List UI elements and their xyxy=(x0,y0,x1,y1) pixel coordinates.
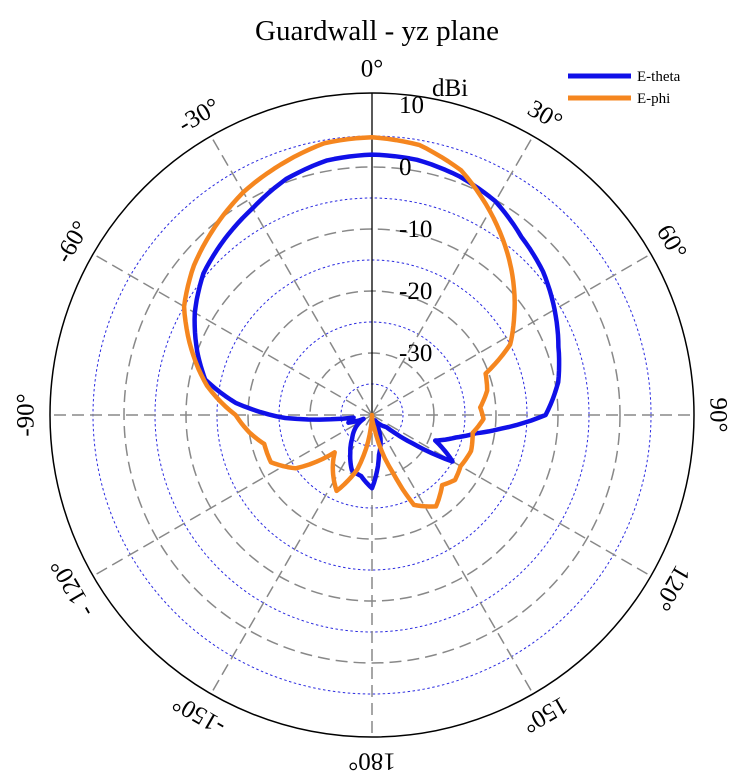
radial-unit-label: dBi xyxy=(432,75,468,102)
series-layer xyxy=(181,134,562,509)
r-tick-label: 10 xyxy=(399,92,424,119)
series-e-theta xyxy=(192,152,562,491)
r-tick-label: 0 xyxy=(399,154,412,181)
radial-tick-labels: 10 0 -10 -20 -30 xyxy=(399,92,432,367)
spoke-120 xyxy=(371,414,652,577)
series-e-phi xyxy=(181,134,517,509)
r-tick-label: -30 xyxy=(399,340,432,367)
angle-tick-label: -60° xyxy=(50,217,95,268)
angle-tick-label: 90° xyxy=(704,398,731,433)
angle-tick-label: -90° xyxy=(13,393,40,436)
spoke-300 xyxy=(92,253,373,416)
r-tick-label: -20 xyxy=(399,278,432,305)
spoke-150 xyxy=(371,414,534,695)
legend-label-e-phi: E-phi xyxy=(637,91,670,107)
chart-title: Guardwall - yz plane xyxy=(255,15,499,47)
angle-tick-label: -150° xyxy=(168,689,230,740)
angle-tick-label: 60° xyxy=(651,220,692,264)
angle-tick-label: 0° xyxy=(361,56,384,83)
spoke-210 xyxy=(210,414,373,695)
angle-tick-label: 180° xyxy=(348,747,396,774)
angle-spokes xyxy=(50,93,694,737)
r-tick-label: -10 xyxy=(399,216,432,243)
spoke-240 xyxy=(92,414,373,577)
legend: E-theta E-phi xyxy=(568,69,681,107)
spoke-30 xyxy=(371,135,534,416)
angle-tick-label: - 120° xyxy=(45,554,99,621)
angle-tick-label: 30° xyxy=(523,95,567,136)
angle-tick-label: -30° xyxy=(174,93,225,138)
legend-label-e-theta: E-theta xyxy=(637,69,681,85)
major-ring xyxy=(123,166,621,664)
